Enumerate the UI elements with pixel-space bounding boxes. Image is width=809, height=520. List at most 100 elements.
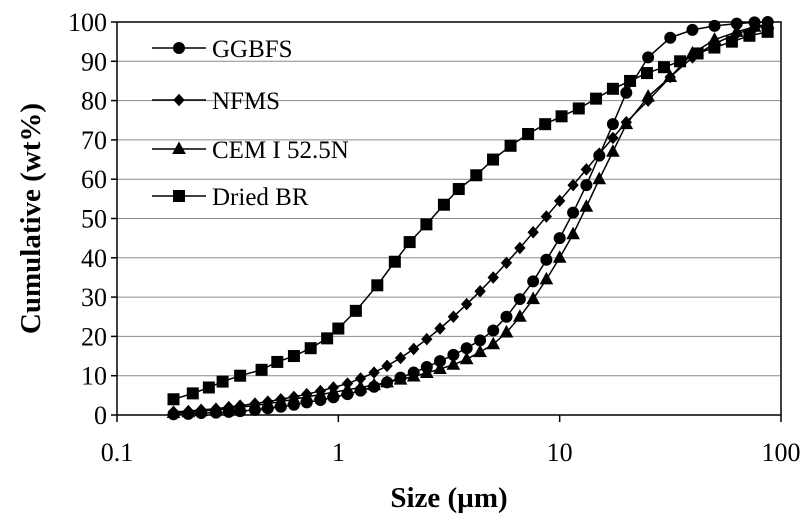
data-point-cem-i-52-5n xyxy=(326,384,341,398)
y-tick-label: 30 xyxy=(81,283,107,312)
data-point-dried-br xyxy=(504,139,517,152)
data-point-dried-br xyxy=(708,41,721,54)
data-point-dried-br xyxy=(743,29,756,42)
legend-label: Dried BR xyxy=(212,184,309,211)
data-point-dried-br xyxy=(725,35,738,48)
data-point-dried-br xyxy=(271,355,284,368)
data-point-cem-i-52-5n xyxy=(641,89,655,102)
data-point-ggbfs xyxy=(474,334,487,347)
data-point-cem-i-52-5n xyxy=(433,361,447,375)
data-point-dried-br xyxy=(321,332,334,345)
x-tick-label: 0.1 xyxy=(101,438,134,467)
data-point-cem-i-52-5n xyxy=(539,271,554,285)
data-point-ggbfs xyxy=(540,253,553,266)
data-point-dried-br xyxy=(371,279,384,292)
data-point-nfms xyxy=(567,178,579,192)
data-point-cem-i-52-5n xyxy=(459,351,474,365)
data-point-dried-br xyxy=(470,169,483,182)
data-point-dried-br xyxy=(572,102,585,115)
legend-item-nfms: NFMS xyxy=(152,88,280,115)
data-point-cem-i-52-5n xyxy=(393,372,408,385)
data-point-dried-br xyxy=(332,322,345,335)
data-point-nfms xyxy=(381,359,393,373)
data-point-cem-i-52-5n xyxy=(526,291,541,305)
data-point-cem-i-52-5n xyxy=(380,374,394,388)
data-point-dried-br xyxy=(167,393,180,406)
y-tick-labels: 0 10 20 30 40 50 60 70 80 90 100 xyxy=(68,8,117,430)
data-point-nfms xyxy=(434,322,446,335)
y-tick-label: 70 xyxy=(81,126,107,155)
data-point-ggbfs xyxy=(664,31,677,44)
data-point-cem-i-52-5n xyxy=(299,389,314,402)
x-tick-label: 10 xyxy=(547,438,573,467)
data-point-cem-i-52-5n xyxy=(579,199,594,212)
data-point-cem-i-52-5n xyxy=(592,171,607,185)
data-point-ggbfs xyxy=(580,179,593,192)
data-point-cem-i-52-5n xyxy=(248,398,262,411)
data-point-nfms xyxy=(553,194,566,208)
y-tick-label: 10 xyxy=(81,362,107,391)
data-point-cem-i-52-5n xyxy=(619,116,634,130)
data-point-ggbfs xyxy=(527,275,540,288)
legend-swatch-marker xyxy=(173,42,185,54)
data-point-nfms xyxy=(593,147,605,160)
y-tick-label: 40 xyxy=(81,244,107,273)
data-point-dried-br xyxy=(624,74,637,87)
data-point-cem-i-52-5n xyxy=(446,357,461,370)
data-point-nfms xyxy=(487,271,499,284)
y-tick-label: 50 xyxy=(81,205,107,234)
data-point-cem-i-52-5n xyxy=(473,344,487,358)
data-point-dried-br xyxy=(216,375,229,388)
data-point-cem-i-52-5n xyxy=(513,309,527,322)
data-point-nfms xyxy=(580,163,593,176)
series-layer xyxy=(166,16,775,421)
data-point-dried-br xyxy=(255,363,268,376)
data-point-dried-br xyxy=(657,61,670,74)
data-point-ggbfs xyxy=(553,232,566,245)
data-point-nfms xyxy=(540,210,553,223)
data-point-dried-br xyxy=(202,381,215,394)
data-point-dried-br xyxy=(304,342,317,355)
data-point-cem-i-52-5n xyxy=(233,399,247,413)
data-point-cem-i-52-5n xyxy=(499,324,514,338)
data-point-nfms xyxy=(460,297,473,311)
legend-swatch-marker xyxy=(173,190,185,202)
data-point-nfms xyxy=(421,332,433,346)
data-point-cem-i-52-5n xyxy=(340,382,355,395)
data-point-dried-br xyxy=(349,304,362,317)
data-point-cem-i-52-5n xyxy=(552,250,567,263)
data-point-dried-br xyxy=(522,128,535,141)
data-point-cem-i-52-5n xyxy=(353,379,368,393)
data-point-dried-br xyxy=(691,47,704,60)
data-point-dried-br xyxy=(761,25,774,38)
legend-label: CEM I 52.5N xyxy=(212,137,349,164)
y-tick-label: 100 xyxy=(68,8,107,37)
legend-label: GGBFS xyxy=(212,36,293,63)
y-tick-label: 80 xyxy=(81,87,107,116)
series-cem-i-52-5n xyxy=(166,16,775,419)
data-point-dried-br xyxy=(487,153,500,166)
legend-item-ggbfs: GGBFS xyxy=(152,36,293,63)
y-tick-label: 0 xyxy=(94,401,107,430)
data-point-cem-i-52-5n xyxy=(313,387,328,400)
data-point-cem-i-52-5n xyxy=(406,368,421,382)
data-point-dried-br xyxy=(606,82,619,95)
data-point-nfms xyxy=(447,310,460,323)
data-point-cem-i-52-5n xyxy=(221,401,236,414)
data-point-ggbfs xyxy=(513,293,526,306)
x-tick-label: 1 xyxy=(332,438,345,467)
data-point-nfms xyxy=(500,256,513,270)
data-point-cem-i-52-5n xyxy=(181,404,196,418)
data-point-nfms xyxy=(408,342,420,356)
data-point-dried-br xyxy=(590,92,603,105)
data-point-nfms xyxy=(368,366,380,379)
data-point-nfms xyxy=(527,226,539,239)
x-tick-label: 100 xyxy=(762,438,801,467)
data-point-dried-br xyxy=(555,110,568,123)
legend: GGBFS NFMS CEM I 52.5N Dried BR xyxy=(152,36,349,211)
gridlines xyxy=(117,60,781,377)
series-dried-br xyxy=(167,25,774,406)
data-point-cem-i-52-5n xyxy=(419,365,434,378)
data-point-dried-br xyxy=(388,255,401,268)
